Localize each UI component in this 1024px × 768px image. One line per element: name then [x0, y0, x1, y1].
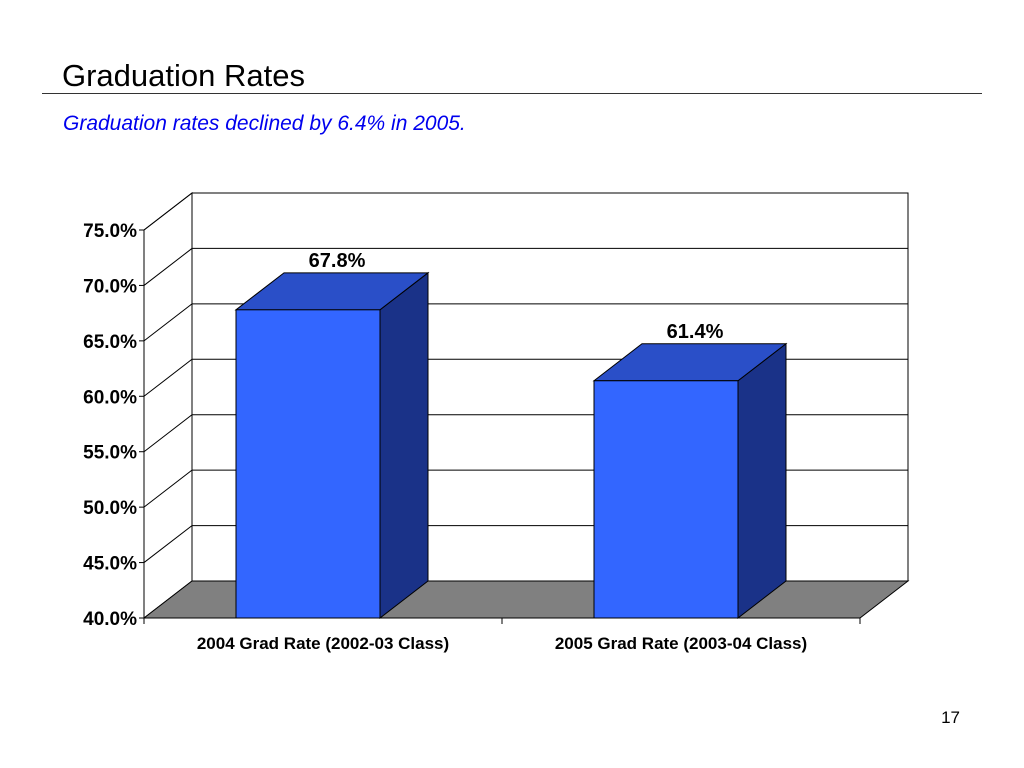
y-tick-label: 70.0% — [83, 276, 137, 297]
bar-front — [235, 309, 381, 619]
slide-subtitle: Graduation rates declined by 6.4% in 200… — [63, 112, 466, 135]
y-tick-label: 45.0% — [83, 554, 137, 575]
y-tick-label: 65.0% — [83, 332, 137, 353]
bar-side — [379, 271, 429, 620]
gridline — [143, 192, 908, 231]
bar-side — [737, 342, 787, 620]
category-label: 2004 Grad Rate (2002-03 Class) — [197, 634, 449, 653]
chart-labels: 67.8% 2004 Grad Rate (2002-03 Class) 61.4%… — [197, 250, 807, 653]
gridline — [143, 247, 908, 286]
chart-bars — [234, 271, 788, 620]
side-wall — [143, 191, 193, 620]
data-label: 67.8% — [309, 250, 366, 272]
data-label: 61.4% — [667, 321, 724, 343]
y-tick-label: 60.0% — [83, 387, 137, 408]
page-number: 17 — [941, 708, 960, 727]
bar-front — [593, 380, 739, 619]
bar — [234, 271, 430, 620]
category-label: 2005 Grad Rate (2003-04 Class) — [555, 634, 807, 653]
title-divider — [42, 93, 982, 94]
gridline — [143, 303, 908, 342]
y-tick-label: 75.0% — [83, 221, 137, 242]
slide-title: Graduation Rates — [62, 58, 305, 93]
bar — [592, 342, 788, 620]
y-tick-label: 40.0% — [83, 609, 137, 630]
y-tick-label: 55.0% — [83, 443, 137, 464]
y-tick-label: 50.0% — [83, 498, 137, 519]
